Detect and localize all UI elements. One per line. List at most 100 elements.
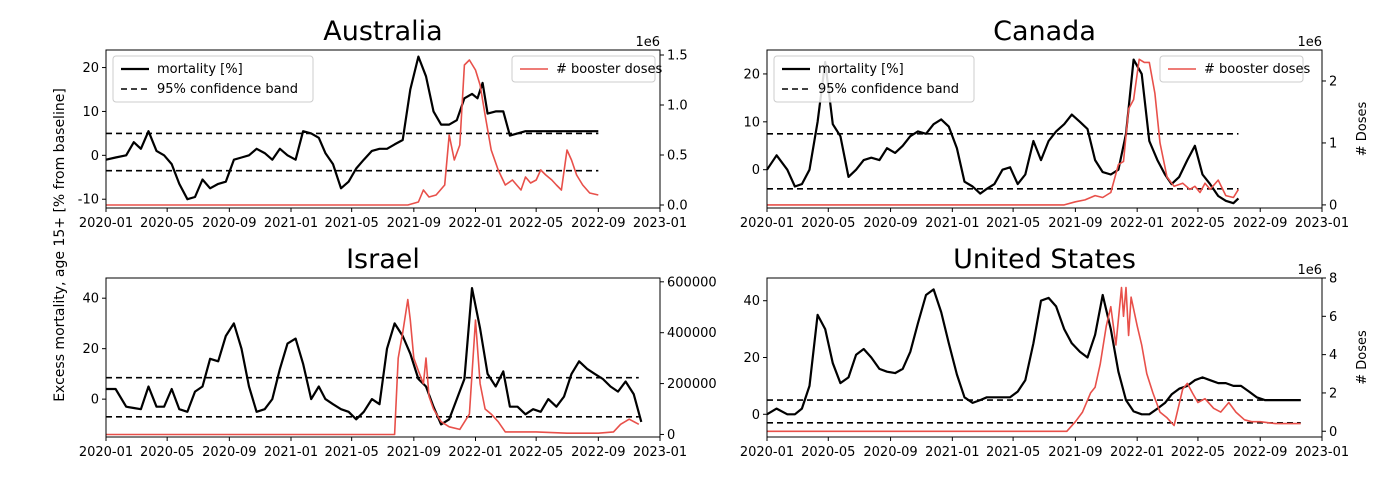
legend-booster-label: # booster doses <box>1204 62 1311 77</box>
y2-offset-label: 1e6 <box>635 35 660 50</box>
panel-israel: Israel 2020-01 2020-05 2020-09 2021-01 2021-0… <box>79 244 717 460</box>
mortality-line <box>766 58 1240 205</box>
x-tick-label: 2021-09 <box>1048 445 1102 460</box>
y2-tick-label: 0.5 <box>667 149 688 164</box>
y2-tick-label: 0.0 <box>667 199 688 214</box>
x-tick-label: 2022-09 <box>571 216 625 231</box>
x-tick-label: 2020-05 <box>140 445 194 460</box>
panel-title: Australia <box>323 16 442 47</box>
x-tick-label: 2022-09 <box>571 445 625 460</box>
x-tick-label: 2022-01 <box>448 445 502 460</box>
y2-offset-label: 1e6 <box>1297 263 1322 278</box>
x-tick-label: 2021-09 <box>387 216 441 231</box>
y2-tick-label: 0 <box>1329 198 1337 213</box>
x-tick-label: 2021-09 <box>387 445 441 460</box>
mortality-line <box>106 287 643 426</box>
x-tick-label: 2020-01 <box>740 216 794 231</box>
booster-doses-line <box>767 286 1301 433</box>
x-tick-label: 2020-01 <box>79 216 133 231</box>
x-tick-label: 2021-01 <box>925 216 979 231</box>
booster-doses-line <box>106 298 640 436</box>
x-tick-label: 2021-05 <box>324 445 378 460</box>
x-tick-label: 2023-01 <box>633 445 687 460</box>
legend-box <box>1159 55 1304 83</box>
x-tick-label: 2023-01 <box>633 216 687 231</box>
y2-tick-label: 200000 <box>667 377 717 392</box>
legend-box <box>112 55 314 103</box>
x-tick-label: 2022-09 <box>1233 445 1287 460</box>
panel-united-states: United States 2020-01 2020-05 2020-09 2021-0… <box>740 244 1370 460</box>
legend-band-label: 95% confidence band <box>818 82 959 97</box>
x-tick-label: 2022-09 <box>1233 216 1287 231</box>
y2-tick-label: 4 <box>1329 348 1337 363</box>
x-tick-label: 2021-05 <box>324 216 378 231</box>
y2-tick-label: 2 <box>1329 74 1337 89</box>
panel-title: Canada <box>993 16 1096 47</box>
x-tick-label: 2020-05 <box>140 216 194 231</box>
y-tick-label: 0 <box>752 163 760 178</box>
y-tick-label: 10 <box>82 105 99 120</box>
y2-axis-label: # Doses <box>1355 102 1370 157</box>
plot-frame <box>766 49 1323 209</box>
legend-booster-label: # booster doses <box>556 62 663 77</box>
x-tick-label: 2022-01 <box>448 216 502 231</box>
booster-doses-line <box>767 58 1240 206</box>
y-tick-label: 40 <box>743 294 760 309</box>
legend-mortality-label: mortality [%] <box>157 62 243 77</box>
y-tick-label: 20 <box>82 61 99 76</box>
mortality-line <box>105 55 599 201</box>
plot-frame <box>105 277 661 438</box>
plot-frame <box>766 277 1323 438</box>
legend-mortality-label: mortality [%] <box>818 62 904 77</box>
x-tick-label: 2022-01 <box>1110 216 1164 231</box>
y-tick-label: 20 <box>743 67 760 82</box>
y-tick-label: 40 <box>82 292 99 307</box>
y-tick-label: 10 <box>743 115 760 130</box>
x-tick-label: 2020-09 <box>863 216 917 231</box>
x-tick-label: 2021-01 <box>925 445 979 460</box>
x-tick-label: 2022-01 <box>1110 445 1164 460</box>
y-tick-label: 0 <box>752 408 760 423</box>
y2-tick-label: 0 <box>667 428 675 443</box>
x-tick-label: 2021-01 <box>264 216 318 231</box>
x-tick-label: 2021-05 <box>986 445 1040 460</box>
y2-tick-label: 0 <box>1329 425 1337 440</box>
x-tick-label: 2020-09 <box>202 216 256 231</box>
x-tick-label: 2020-05 <box>801 445 855 460</box>
x-tick-label: 2022-05 <box>1171 445 1225 460</box>
x-tick-label: 2020-01 <box>740 445 794 460</box>
y-tick-label: 0 <box>91 393 99 408</box>
y-tick-label: 0 <box>91 149 99 164</box>
x-tick-label: 2020-09 <box>202 445 256 460</box>
y-tick-label: 20 <box>82 342 99 357</box>
y2-tick-label: 1.5 <box>667 49 688 64</box>
shared-y-axis-label: Excess mortality, age 15+ [% from baseli… <box>52 88 68 402</box>
x-tick-label: 2020-05 <box>801 216 855 231</box>
y2-tick-label: 6 <box>1329 310 1337 325</box>
legend-box <box>511 55 656 83</box>
x-tick-label: 2022-05 <box>509 216 563 231</box>
x-tick-label: 2023-01 <box>1295 445 1349 460</box>
y-tick-label: -10 <box>78 193 99 208</box>
legend-band-label: 95% confidence band <box>157 82 298 97</box>
y2-tick-label: 1.0 <box>667 99 688 114</box>
y2-tick-label: 400000 <box>667 326 717 341</box>
x-tick-label: 2023-01 <box>1295 216 1349 231</box>
panel-canada: Canada 2020-01 2020-05 2020-09 2021-01 2021-0… <box>740 16 1370 231</box>
y2-axis-label: # Doses <box>1355 330 1370 385</box>
x-tick-label: 2022-05 <box>509 445 563 460</box>
y2-tick-label: 1 <box>1329 136 1337 151</box>
plot-frame <box>105 49 661 209</box>
y2-tick-label: 8 <box>1329 272 1337 287</box>
x-tick-label: 2021-01 <box>264 445 318 460</box>
legend-box <box>773 55 975 103</box>
x-tick-label: 2020-09 <box>863 445 917 460</box>
panel-title: United States <box>953 244 1136 275</box>
x-tick-label: 2021-05 <box>986 216 1040 231</box>
x-tick-label: 2021-09 <box>1048 216 1102 231</box>
x-tick-label: 2020-01 <box>79 445 133 460</box>
x-tick-label: 2022-05 <box>1171 216 1225 231</box>
y2-offset-label: 1e6 <box>1297 35 1322 50</box>
